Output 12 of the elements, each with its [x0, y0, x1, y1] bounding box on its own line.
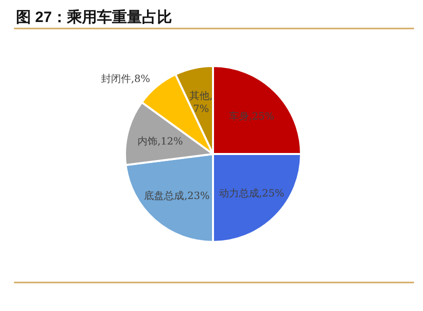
chart-title: 图 27：乘用车重量占比 [16, 8, 172, 26]
slice-label: 其他,7% [190, 90, 213, 115]
slice-label: 内饰 [137, 135, 158, 148]
slice-label: 车身 [228, 110, 249, 122]
slice-label: 动力总成 [218, 188, 259, 200]
data-label: ,25% [258, 188, 284, 200]
data-label: ,12% [157, 136, 183, 148]
data-label: ,8% [131, 74, 150, 86]
slice-label: 封闭件 [101, 73, 132, 86]
data-label: ,23% [184, 190, 210, 202]
data-label: ,25% [248, 111, 274, 122]
slice-label: 底盘总成 [144, 190, 184, 202]
